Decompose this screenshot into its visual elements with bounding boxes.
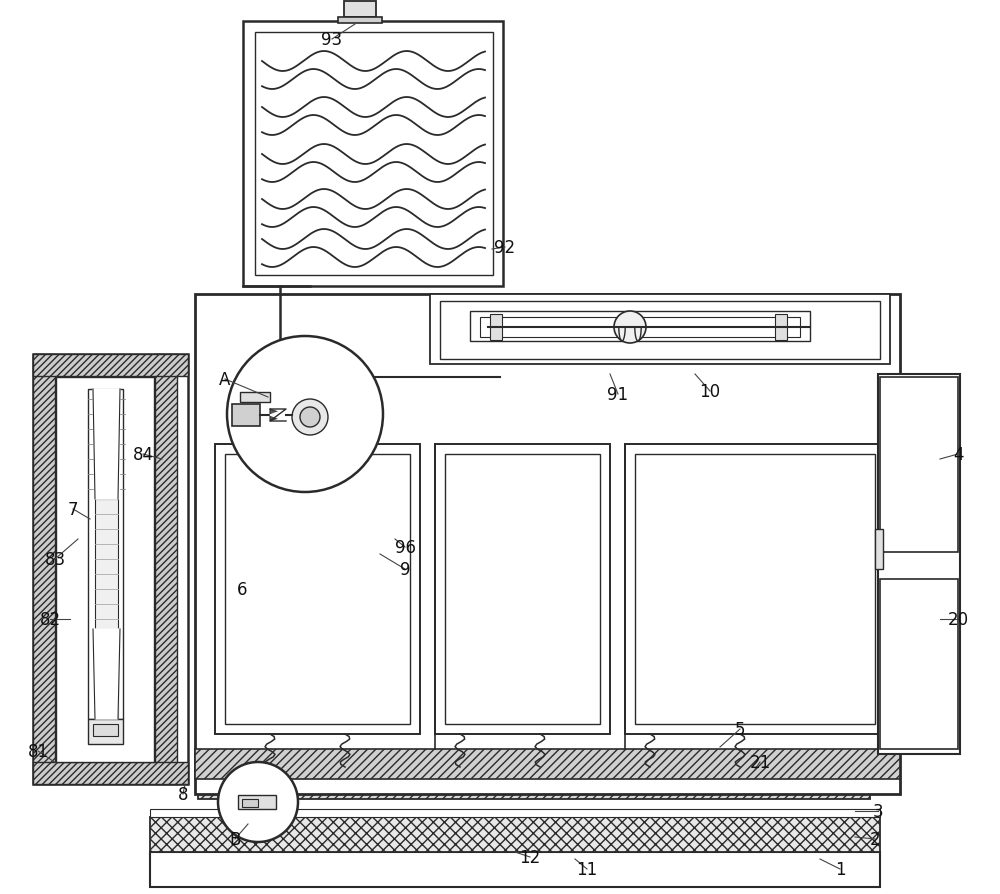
Circle shape [292,400,328,435]
Bar [240,392,270,402]
Bar [215,444,420,734]
Bar [33,763,188,784]
Bar [33,355,55,784]
Text: 9: 9 [400,561,410,578]
Circle shape [218,763,298,842]
Bar [775,315,787,341]
Bar [150,817,880,852]
Text: 3: 3 [873,802,883,820]
Bar [198,767,870,799]
Text: 8: 8 [178,785,188,803]
Bar [430,295,890,365]
Bar [243,22,503,287]
Bar [880,579,958,749]
Bar [95,629,118,719]
Text: 91: 91 [607,385,629,403]
Bar [225,454,410,724]
Bar [238,795,276,809]
Bar [242,799,258,807]
Text: 93: 93 [321,31,343,49]
Text: 1: 1 [835,860,845,878]
Text: 96: 96 [394,538,416,556]
Bar [150,809,880,817]
Bar [155,355,177,784]
Bar [880,377,958,552]
Bar [445,454,600,724]
Bar [150,852,880,887]
Text: 10: 10 [699,383,721,401]
Bar [33,355,188,376]
Text: 2: 2 [870,830,880,848]
Text: 82: 82 [39,611,61,628]
Text: 7: 7 [68,501,78,519]
Circle shape [300,408,320,427]
Text: 20: 20 [947,611,969,628]
Bar [33,355,188,784]
Bar [344,2,376,18]
Text: 6: 6 [237,580,247,598]
Bar [88,719,123,744]
Text: B: B [229,830,241,848]
Bar [470,312,810,342]
Bar [875,529,883,569]
Bar [878,375,960,755]
Text: 81: 81 [27,742,49,760]
Bar [490,315,502,341]
Bar [56,377,154,763]
Text: 83: 83 [44,551,66,569]
Bar [635,454,875,724]
Text: 12: 12 [519,848,541,866]
Bar [232,405,260,426]
Circle shape [227,337,383,493]
Bar [440,301,880,359]
Polygon shape [270,409,286,422]
Text: 11: 11 [576,860,598,878]
Bar [95,500,118,629]
Bar [338,18,382,24]
Polygon shape [93,629,120,719]
Text: 21: 21 [749,753,771,772]
Circle shape [614,312,646,343]
Polygon shape [270,409,286,422]
Polygon shape [93,390,120,500]
Bar [195,295,900,794]
Bar [255,33,493,275]
Bar [93,724,118,736]
Text: 84: 84 [132,445,154,463]
Text: 4: 4 [953,445,963,463]
Text: A: A [219,371,231,389]
Bar [88,390,123,719]
Bar [435,444,610,734]
Text: 92: 92 [494,239,516,257]
Bar [625,444,885,734]
Bar [480,317,800,338]
Bar [195,749,900,780]
Text: 5: 5 [735,721,745,738]
